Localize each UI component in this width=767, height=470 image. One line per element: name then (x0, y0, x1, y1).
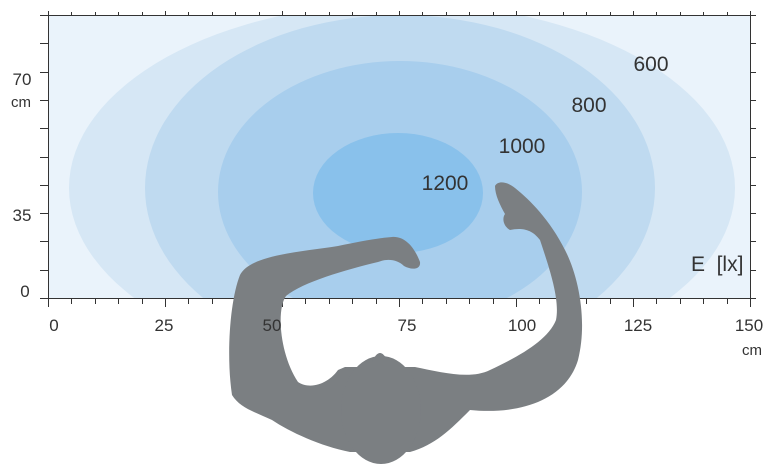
legend-symbol: E (691, 253, 705, 276)
y-axis-unit: cm (11, 94, 31, 111)
x-tick-label: 125 (624, 316, 652, 335)
tick-marks (40, 11, 756, 307)
nose (372, 353, 388, 362)
x-tick-label: 75 (398, 316, 417, 335)
torso-and-arms (229, 182, 583, 452)
contour-label-600: 600 (633, 53, 668, 76)
person-silhouette-icon (229, 182, 583, 464)
contour-label-1200: 1200 (422, 172, 469, 195)
x-axis-unit: cm (742, 342, 762, 359)
x-tick-label: 50 (263, 316, 282, 335)
y-tick-label: 35 (13, 206, 32, 225)
x-tick-label: 25 (155, 316, 174, 335)
contour-label-800: 800 (571, 94, 606, 117)
contour-label-1000: 1000 (499, 135, 546, 158)
x-tick-label: 0 (49, 316, 58, 335)
x-tick-label: 100 (508, 316, 536, 335)
x-tick-label: 150 (735, 316, 763, 335)
zone-1200 (313, 133, 483, 253)
y-tick-label: 0 (20, 282, 29, 301)
y-tick-label: 70 (13, 70, 32, 89)
legend-unit: [lx] (717, 253, 744, 276)
head (341, 356, 421, 464)
